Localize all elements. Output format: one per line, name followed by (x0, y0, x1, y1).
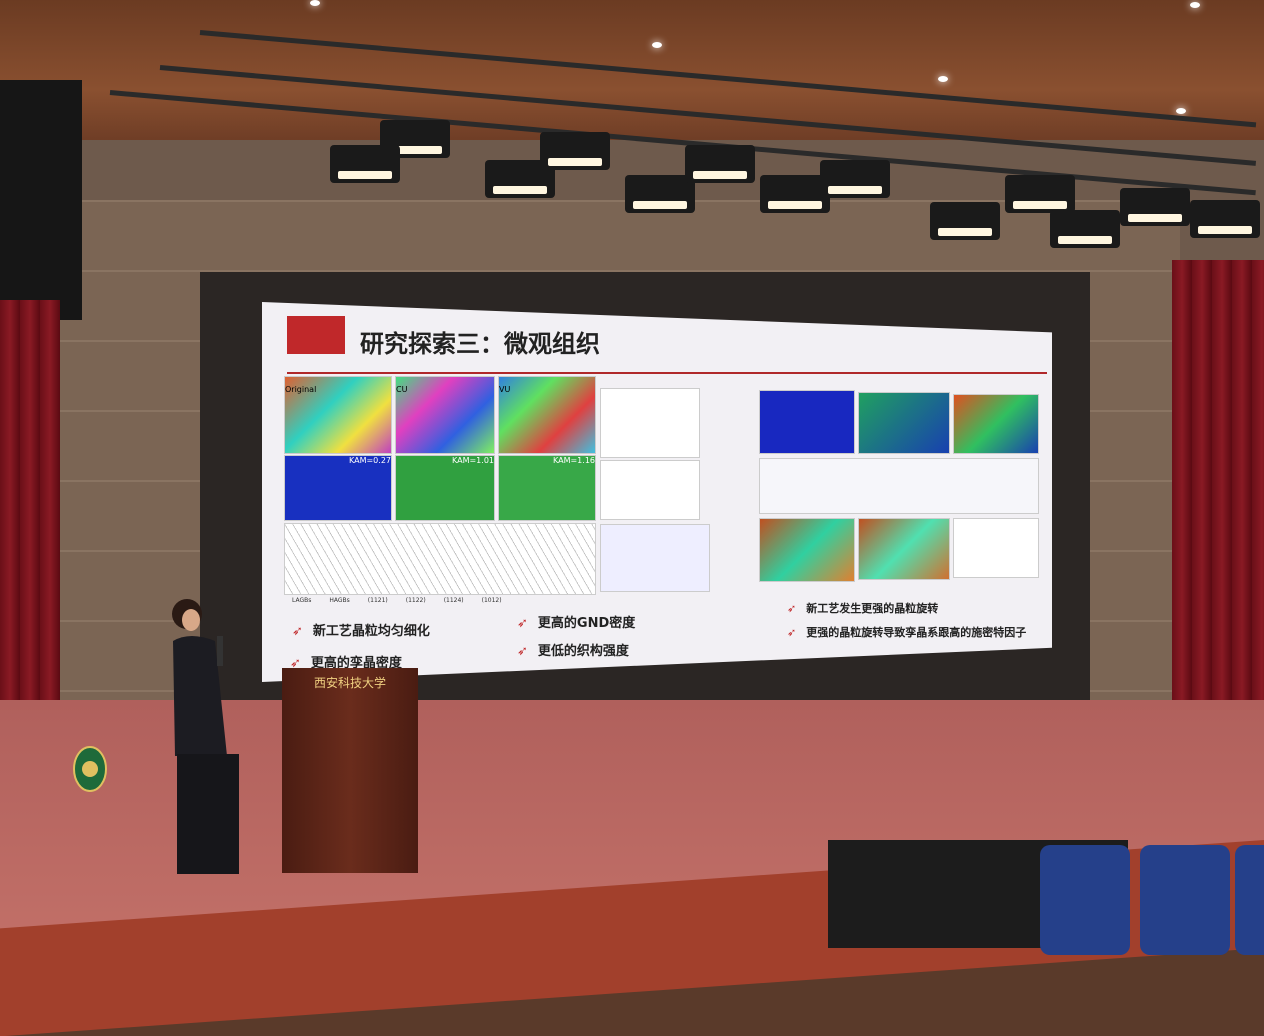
legend-item: LAGBs (292, 597, 312, 604)
ebsd-map-original: Original (284, 376, 392, 454)
bullet-grain-rotation: 新工艺发生更强的晶粒旋转 (787, 600, 938, 616)
slide-logo-block (287, 316, 345, 354)
panel-label: VU (499, 385, 511, 394)
bullet-gnd: 更高的GND密度 (517, 612, 635, 631)
schmid-map-a (759, 390, 855, 454)
microphone-icon (217, 636, 223, 666)
presentation-slide: 研究探索三：微观组织 Original CU VU KAM=0.27 KAM=1… (262, 302, 1052, 682)
kam-map-vu: KAM=1.16 (498, 455, 596, 521)
university-emblem (73, 746, 107, 792)
podium: 西安科技大学 (282, 668, 418, 873)
stage-light (330, 145, 400, 183)
grain-size-bar-chart (600, 388, 700, 458)
legend-item: (1121) (367, 597, 388, 604)
stage-light (1005, 175, 1075, 213)
audience-seat (1235, 845, 1264, 955)
twin-fraction-bar-chart (600, 460, 700, 520)
boundary-legend: LAGBs HAGBs (1121) (1122) (1124) (1012) (292, 597, 502, 604)
kam-value: KAM=0.27 (349, 456, 391, 465)
stage-light (760, 175, 830, 213)
ceiling-light (938, 76, 948, 82)
stage-light (820, 160, 890, 198)
kam-map-original: KAM=0.27 (284, 455, 392, 521)
pole-figures (600, 524, 710, 592)
audience-seat (1140, 845, 1230, 955)
grain-boundary-maps (284, 523, 596, 595)
kam-map-cu: KAM=1.01 (395, 455, 495, 521)
bullet-schmid-factor: 更强的晶粒旋转导致孪晶系跟高的施密特因子 (787, 624, 1026, 640)
slide-title: 研究探索三：微观组织 (360, 330, 600, 358)
bullet-twin-density: 更高的孪晶密度 (290, 652, 402, 671)
legend-item: (1124) (443, 597, 464, 604)
schmid-map-b (858, 392, 950, 454)
stage-light (685, 145, 755, 183)
title-divider (287, 372, 1047, 374)
ceiling-light (1176, 108, 1186, 114)
audience-seat (1040, 845, 1130, 955)
stage-light (540, 132, 610, 170)
panel-label: CU (396, 385, 408, 394)
schmid-map-h (858, 518, 950, 580)
bullet-texture: 更低的织构强度 (517, 640, 629, 659)
ceiling-light (310, 0, 320, 6)
podium-sign: 西安科技大学 (313, 676, 386, 690)
stage-light (625, 175, 695, 213)
stage-light (1120, 188, 1190, 226)
stage-light (1050, 210, 1120, 248)
lighting-truss (109, 30, 1264, 248)
ebsd-map-cu: CU (395, 376, 495, 454)
ceiling-light (1190, 2, 1200, 8)
schmid-map-c (953, 394, 1039, 454)
bullet-refinement: 新工艺晶粒均匀细化 (292, 620, 430, 639)
kam-value: KAM=1.01 (452, 456, 494, 465)
legend-item: (1012) (481, 597, 502, 604)
misorientation-charts (759, 458, 1039, 514)
curtain-right (1172, 260, 1264, 705)
stage-light (1190, 200, 1260, 238)
ceiling (0, 0, 1264, 150)
stage-light (930, 202, 1000, 240)
loudspeaker (0, 80, 82, 320)
legend-item: HAGBs (329, 597, 350, 604)
panel-label: Original (285, 385, 317, 394)
schmid-factor-bar-chart (953, 518, 1039, 578)
ebsd-map-vu: VU (498, 376, 596, 454)
kam-value: KAM=1.16 (553, 456, 595, 465)
ceiling-light (652, 42, 662, 48)
legend-item: (1122) (405, 597, 426, 604)
schmid-map-g (759, 518, 855, 582)
speaker-person (172, 599, 239, 874)
